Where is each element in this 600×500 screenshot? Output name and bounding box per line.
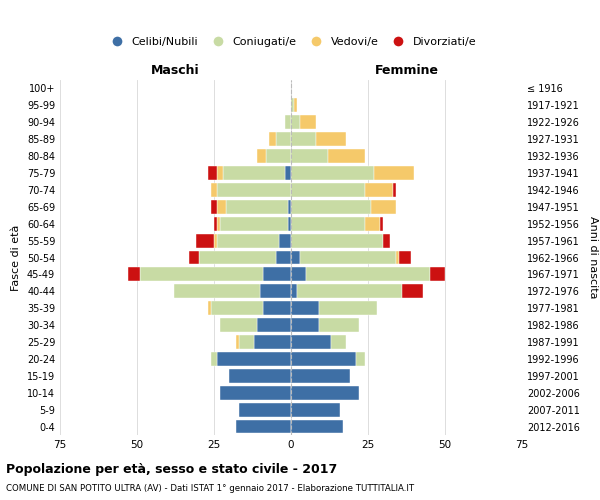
Bar	[174, 284, 260, 298]
Y-axis label: Anni di nascita: Anni di nascita	[588, 216, 598, 298]
Bar	[229, 369, 291, 383]
Bar	[275, 250, 291, 264]
Bar	[220, 318, 257, 332]
Bar	[208, 302, 211, 315]
Bar	[208, 166, 217, 180]
Bar	[356, 352, 365, 366]
Bar	[288, 200, 291, 213]
Bar	[211, 352, 217, 366]
Y-axis label: Fasce di età: Fasce di età	[11, 224, 21, 290]
Bar	[430, 268, 445, 281]
Bar	[211, 302, 263, 315]
Bar	[307, 268, 430, 281]
Bar	[291, 166, 374, 180]
Bar	[297, 284, 402, 298]
Bar	[291, 217, 365, 230]
Text: Femmine: Femmine	[374, 64, 439, 76]
Bar	[291, 200, 371, 213]
Bar	[239, 335, 254, 349]
Bar	[374, 166, 414, 180]
Bar	[223, 166, 285, 180]
Bar	[254, 335, 291, 349]
Bar	[331, 335, 346, 349]
Bar	[217, 234, 278, 247]
Text: COMUNE DI SAN POTITO ULTRA (AV) - Dati ISTAT 1° gennaio 2017 - Elaborazione TUTT: COMUNE DI SAN POTITO ULTRA (AV) - Dati I…	[6, 484, 414, 493]
Bar	[220, 386, 291, 400]
Bar	[371, 200, 396, 213]
Bar	[214, 217, 217, 230]
Bar	[291, 352, 356, 366]
Bar	[217, 352, 291, 366]
Bar	[285, 166, 291, 180]
Bar	[380, 217, 383, 230]
Bar	[275, 132, 291, 146]
Bar	[217, 183, 291, 197]
Bar	[291, 183, 365, 197]
Bar	[236, 420, 291, 434]
Bar	[294, 98, 297, 112]
Bar	[291, 369, 350, 383]
Bar	[217, 200, 226, 213]
Bar	[140, 268, 263, 281]
Bar	[278, 234, 291, 247]
Legend: Celibi/Nubili, Coniugati/e, Vedovi/e, Divorziati/e: Celibi/Nubili, Coniugati/e, Vedovi/e, Di…	[101, 32, 481, 51]
Bar	[300, 250, 396, 264]
Bar	[319, 318, 359, 332]
Bar	[196, 234, 214, 247]
Bar	[300, 116, 316, 129]
Text: Popolazione per età, sesso e stato civile - 2017: Popolazione per età, sesso e stato civil…	[6, 462, 337, 475]
Bar	[220, 217, 288, 230]
Bar	[266, 149, 291, 163]
Bar	[402, 284, 424, 298]
Bar	[291, 149, 328, 163]
Bar	[291, 250, 300, 264]
Bar	[257, 318, 291, 332]
Bar	[396, 250, 399, 264]
Bar	[291, 116, 300, 129]
Bar	[319, 302, 377, 315]
Bar	[214, 234, 217, 247]
Bar	[365, 217, 380, 230]
Bar	[291, 420, 343, 434]
Bar	[269, 132, 275, 146]
Bar	[211, 200, 217, 213]
Bar	[288, 217, 291, 230]
Bar	[128, 268, 140, 281]
Bar	[263, 302, 291, 315]
Bar	[260, 284, 291, 298]
Bar	[399, 250, 411, 264]
Bar	[190, 250, 199, 264]
Bar	[291, 98, 294, 112]
Bar	[328, 149, 365, 163]
Bar	[211, 183, 217, 197]
Text: Maschi: Maschi	[151, 64, 200, 76]
Bar	[257, 149, 266, 163]
Bar	[291, 132, 316, 146]
Bar	[291, 335, 331, 349]
Bar	[217, 166, 223, 180]
Bar	[383, 234, 389, 247]
Bar	[199, 250, 275, 264]
Bar	[316, 132, 346, 146]
Bar	[291, 318, 319, 332]
Bar	[236, 335, 239, 349]
Bar	[291, 402, 340, 416]
Bar	[291, 284, 297, 298]
Bar	[291, 302, 319, 315]
Bar	[365, 183, 392, 197]
Bar	[291, 268, 307, 281]
Bar	[217, 217, 220, 230]
Bar	[239, 402, 291, 416]
Bar	[285, 116, 291, 129]
Bar	[291, 234, 383, 247]
Bar	[226, 200, 288, 213]
Bar	[392, 183, 396, 197]
Bar	[263, 268, 291, 281]
Bar	[291, 386, 359, 400]
